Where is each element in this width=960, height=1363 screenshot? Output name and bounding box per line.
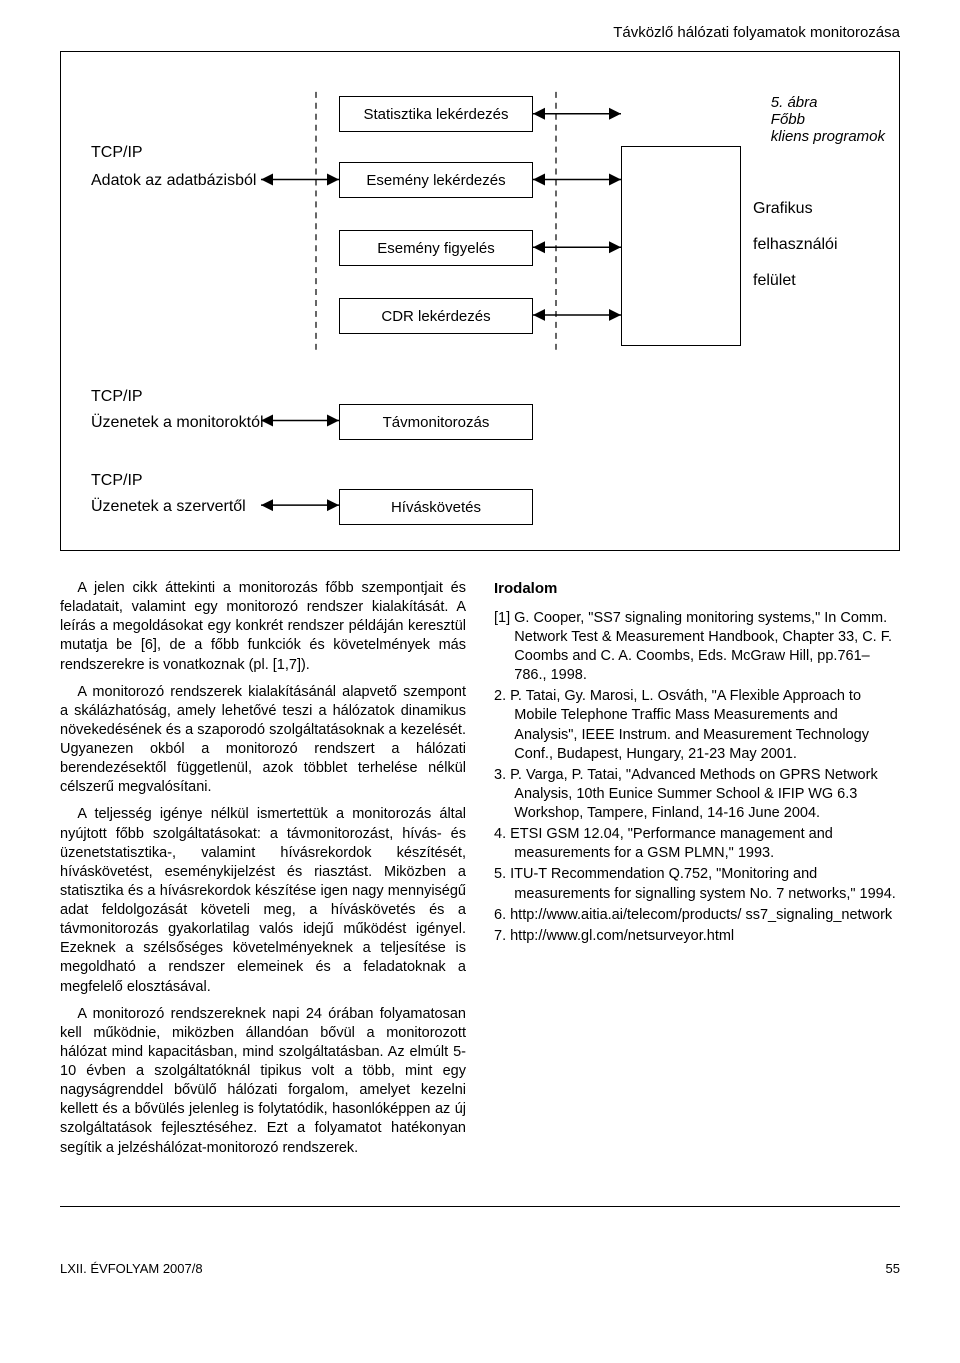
ref-item: 2. P. Tatai, Gy. Marosi, L. Osváth, "A F… [494,687,900,764]
ref-item: 3. P. Varga, P. Tatai, "Advanced Methods… [494,766,900,823]
para-4: A monitorozó rendszereknek napi 24 órába… [60,1005,466,1158]
label-uzenetek-szerver: Üzenetek a szervertől [91,498,246,516]
left-column: A jelen cikk áttekinti a monitorozás főb… [60,579,466,1166]
right-column-references: Irodalom [1] G. Cooper, "SS7 signaling m… [494,579,900,1166]
box-hivaskovetes: Híváskövetés [339,489,533,525]
label-tcpip-3: TCP/IP [91,472,143,490]
caption-line-3: kliens programok [771,128,885,145]
box-esemeny-lekerdezes: Esemény lekérdezés [339,162,533,198]
ref-item: 6. http://www.aitia.ai/telecom/products/… [494,906,900,925]
ref-item: 5. ITU-T Recommendation Q.752, "Monitori… [494,865,900,903]
para-2: A monitorozó rendszerek kialakításánál a… [60,683,466,798]
para-3: A teljesség igénye nélkül ismertettük a … [60,805,466,996]
caption-line-1: 5. ábra [771,94,885,111]
label-tcpip-2: TCP/IP [91,388,143,406]
label-felulet: felület [753,272,796,290]
diagram: 5. ábra Főbb kliens programok TCP/IP Ada… [60,51,900,551]
footer-rule [60,1206,900,1207]
figure-caption: 5. ábra Főbb kliens programok [771,94,885,145]
caption-line-2: Főbb [771,111,885,128]
footer-page-number: 55 [886,1261,900,1276]
label-felhasznaloi: felhasználói [753,236,838,254]
page-footer: LXII. ÉVFOLYAM 2007/8 55 [60,1255,900,1276]
box-statisztika: Statisztika lekérdezés [339,96,533,132]
label-tcpip-1: TCP/IP [91,144,143,162]
two-column-body: A jelen cikk áttekinti a monitorozás főb… [60,579,900,1166]
box-cdr-lekerdezes: CDR lekérdezés [339,298,533,334]
ref-item: 4. ETSI GSM 12.04, "Performance manageme… [494,825,900,863]
label-grafikus: Grafikus [753,200,813,218]
references-heading: Irodalom [494,579,900,599]
ref-item: 7. http://www.gl.com/netsurveyor.html [494,927,900,946]
label-uzenetek-mon: Üzenetek a monitoroktól [91,414,264,432]
label-adatbazis: Adatok az adatbázisból [91,172,256,190]
ref-item: [1] G. Cooper, "SS7 signaling monitoring… [494,609,900,686]
box-gui [621,146,741,346]
footer-issue: LXII. ÉVFOLYAM 2007/8 [60,1261,203,1276]
para-1: A jelen cikk áttekinti a monitorozás főb… [60,579,466,675]
box-esemeny-figyeles: Esemény figyelés [339,230,533,266]
box-tavmonitorozas: Távmonitorozás [339,404,533,440]
running-head: Távközlő hálózati folyamatok monitorozás… [60,24,900,41]
